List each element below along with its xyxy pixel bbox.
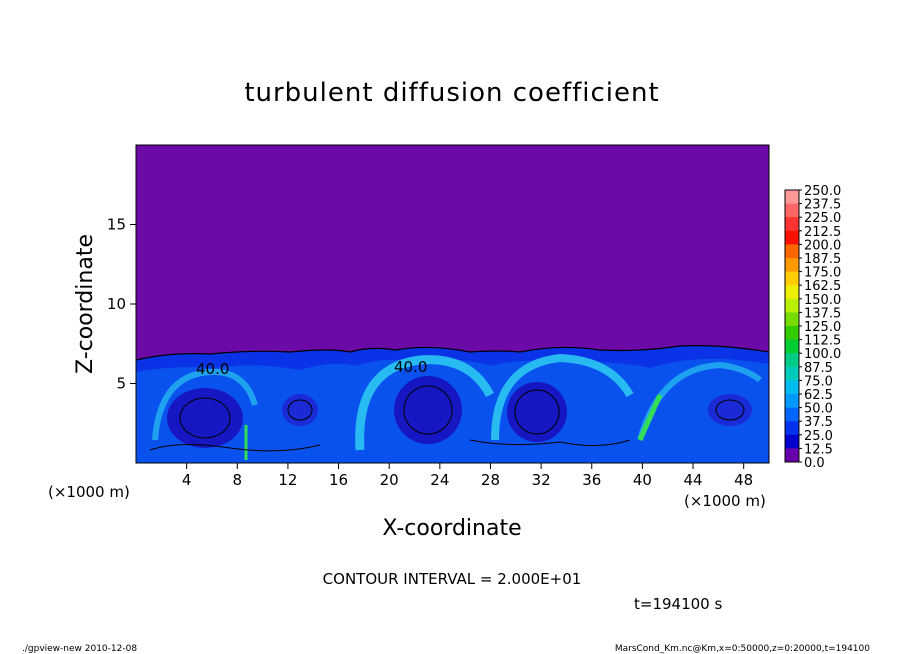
y-tick-label: 10: [107, 295, 126, 313]
x-unit-label-left: (×1000 m): [48, 483, 130, 501]
colorbar-label: 50.0: [804, 402, 833, 417]
colorbar-label: 237.5: [804, 198, 841, 213]
vortex-core-3: [507, 382, 567, 442]
colorbar-label: 250.0: [804, 184, 841, 199]
vortex-core-5: [708, 394, 752, 426]
colorbar-label: 100.0: [804, 347, 841, 362]
contour-2: [403, 385, 453, 435]
colorbar-swatch: [785, 366, 799, 381]
arc-2: [491, 353, 634, 441]
vortex-core-1: [167, 388, 243, 448]
chart-title: turbulent diffusion coefficient: [244, 78, 659, 108]
y-axis-ticks: 5 10 15: [107, 216, 136, 393]
x-tick-label: 36: [582, 471, 601, 489]
arc-1: [355, 355, 495, 451]
x-tick-label: 32: [532, 471, 551, 489]
colorbar-swatch: [785, 326, 799, 340]
contour-7: [469, 439, 631, 447]
colorbar-swatch: [785, 353, 799, 368]
colorbar-label: 200.0: [804, 238, 841, 253]
colorbar-swatch: [785, 407, 799, 422]
x-tick-label: 8: [233, 471, 243, 489]
vortex-core-4: [282, 394, 318, 426]
colorbar-swatch: [785, 271, 799, 286]
colorbar-label: 87.5: [804, 361, 833, 376]
colorbar: 250.0237.5225.0212.5200.0187.5175.0162.5…: [784, 184, 841, 471]
x-tick-label: 12: [278, 471, 297, 489]
colorbar-swatch: [785, 312, 799, 327]
plot-area: 40.0 40.0: [136, 145, 769, 463]
x-tick-label: 24: [430, 471, 449, 489]
colorbar-label: 37.5: [804, 415, 833, 430]
green-filament: [637, 393, 663, 442]
colorbar-swatch: [785, 230, 799, 245]
colorbar-label: 62.5: [804, 388, 833, 403]
colorbar-swatch: [785, 448, 799, 463]
x-tick-label: 20: [380, 471, 399, 489]
contour-top: [136, 345, 769, 361]
colorbar-label: 212.5: [804, 225, 841, 240]
colorbar-swatch: [785, 217, 799, 232]
footer-right: MarsCond_Km.nc@Km,x=0:50000,z=0:20000,t=…: [615, 644, 870, 654]
colorbar-swatch: [785, 298, 799, 313]
contour-4: [287, 399, 313, 421]
x-unit-label-right: (×1000 m): [684, 492, 766, 510]
colorbar-swatch: [785, 434, 799, 449]
colorbar-swatch: [785, 339, 799, 354]
colorbar-swatch: [785, 421, 799, 436]
colorbar-label: 75.0: [804, 374, 833, 389]
colorbar-swatch: [785, 203, 799, 218]
contour-3: [514, 389, 560, 435]
colorbar-label: 0.0: [804, 456, 825, 471]
y-tick-label: 5: [116, 375, 126, 393]
colorbar-swatch: [785, 190, 799, 204]
y-tick-label: 15: [107, 216, 126, 234]
x-axis-title: X-coordinate: [382, 516, 521, 541]
x-tick-label: 4: [182, 471, 192, 489]
colorbar-label: 150.0: [804, 293, 841, 308]
contour-label-1: 40.0: [196, 360, 229, 378]
colorbar-label: 112.5: [804, 334, 841, 349]
footer-left: ./gpview-new 2010-12-08: [22, 644, 137, 654]
colorbar-label: 137.5: [804, 306, 841, 321]
x-tick-label: 16: [329, 471, 348, 489]
x-tick-label: 44: [683, 471, 702, 489]
colorbar-swatch: [785, 244, 799, 259]
time-label: t=194100 s: [634, 595, 722, 613]
colorbar-swatch: [785, 285, 799, 300]
contour-6: [149, 443, 321, 452]
y-axis-title: Z-coordinate: [73, 234, 98, 374]
colorbar-label: 175.0: [804, 266, 841, 281]
colorbar-swatch: [785, 380, 799, 395]
colorbar-label: 125.0: [804, 320, 841, 335]
colorbar-label: 12.5: [804, 442, 833, 457]
arc-3: [152, 368, 258, 441]
colorbar-label: 162.5: [804, 279, 841, 294]
colorbar-label: 187.5: [804, 252, 841, 267]
colorbar-label: 225.0: [804, 211, 841, 226]
colorbar-label: 25.0: [804, 429, 833, 444]
x-tick-label: 40: [633, 471, 652, 489]
x-tick-label: 28: [481, 471, 500, 489]
contour-label-2: 40.0: [394, 358, 427, 376]
x-axis-ticks: 4 8 12 16 20 24 28 32 36 40 44 48: [182, 463, 753, 489]
contour-interval: CONTOUR INTERVAL = 2.000E+01: [323, 570, 582, 588]
colorbar-swatch: [785, 258, 799, 272]
contour-5: [715, 399, 745, 421]
x-tick-label: 48: [734, 471, 753, 489]
colorbar-swatch: [785, 394, 799, 408]
contour-1: [179, 397, 231, 439]
